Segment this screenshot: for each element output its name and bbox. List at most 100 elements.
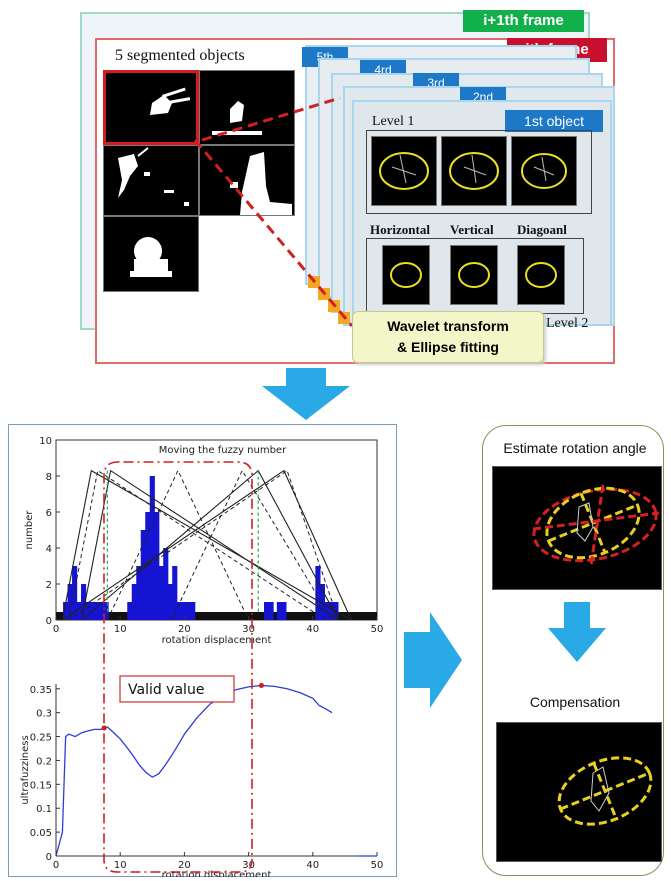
horizontal-label: Horizontal bbox=[370, 222, 430, 237]
histogram-bar bbox=[131, 584, 137, 620]
x-tick-label: 50 bbox=[371, 860, 384, 871]
chart-title: Moving the fuzzy number bbox=[159, 445, 287, 456]
level1-box bbox=[366, 130, 592, 214]
fuzzy-number-dashed bbox=[68, 469, 326, 621]
x-tick-label: 40 bbox=[306, 860, 319, 871]
baseline-strip bbox=[56, 612, 377, 620]
x-tick-label: 0 bbox=[53, 624, 59, 635]
histogram-bar bbox=[163, 548, 169, 620]
ultrafuzziness-line bbox=[55, 684, 333, 857]
histogram-bar bbox=[94, 602, 100, 620]
histogram-bar bbox=[63, 602, 69, 620]
y-tick-label: 0.3 bbox=[36, 709, 52, 720]
wavelet-line2: & Ellipse fitting bbox=[397, 339, 499, 355]
histogram-bar bbox=[328, 602, 334, 620]
histogram-bar bbox=[276, 602, 282, 620]
y-tick-label: 2 bbox=[46, 580, 52, 591]
fuzzy-number-dashed bbox=[171, 469, 333, 621]
histogram-bar bbox=[81, 584, 87, 620]
level1-thumb-3 bbox=[511, 136, 577, 206]
histogram-bar bbox=[149, 476, 155, 620]
histogram-bar bbox=[76, 602, 82, 620]
level2-thumb-2 bbox=[450, 245, 498, 305]
wavelet-box: Wavelet transform & Ellipse fitting bbox=[352, 311, 544, 363]
histogram-bar bbox=[315, 566, 321, 620]
histogram-bar bbox=[158, 566, 164, 620]
y-tick-label: 10 bbox=[39, 436, 52, 447]
histogram-bar bbox=[172, 566, 178, 620]
segmented-object-4 bbox=[199, 145, 295, 216]
flow-arrow-right bbox=[404, 612, 462, 708]
histogram-bar bbox=[67, 584, 73, 620]
histogram-bar bbox=[281, 602, 287, 620]
x-axis-label: rotation displacement bbox=[162, 635, 272, 646]
level1-label: Level 1 bbox=[372, 114, 415, 129]
fuzzy-number-dashed bbox=[106, 469, 250, 621]
level1-thumb-1 bbox=[371, 136, 437, 206]
fuzzy-number-solid bbox=[62, 469, 352, 621]
y-axis-label: number bbox=[24, 510, 35, 550]
diagonal-label: Diagoanl bbox=[517, 222, 567, 237]
histogram-bar bbox=[85, 602, 91, 620]
histogram-bar bbox=[185, 602, 191, 620]
next-frame-tag: i+1th frame bbox=[463, 10, 584, 32]
y-tick-label: 0.05 bbox=[30, 828, 52, 839]
histogram-bar bbox=[99, 602, 105, 620]
estimate-rotation-title: Estimate rotation angle bbox=[503, 440, 647, 456]
flow-arrow-down bbox=[262, 368, 350, 420]
histogram-bar bbox=[181, 602, 187, 620]
histogram-bar bbox=[127, 602, 133, 620]
x-tick-label: 50 bbox=[371, 624, 384, 635]
vertical-label: Vertical bbox=[450, 222, 494, 237]
fuzzy-number-solid bbox=[61, 469, 352, 621]
histogram-bar bbox=[190, 602, 196, 620]
flow-arrow-down-right bbox=[548, 602, 606, 662]
histogram-bar bbox=[72, 566, 78, 620]
x-tick-label: 10 bbox=[114, 860, 127, 871]
histogram-bar bbox=[176, 602, 182, 620]
histogram-bar bbox=[268, 602, 274, 620]
segmented-object-3 bbox=[103, 145, 199, 216]
y-tick-label: 0.1 bbox=[36, 804, 52, 815]
x-tick-label: 10 bbox=[114, 624, 127, 635]
level2-thumb-1 bbox=[382, 245, 430, 305]
y-tick-label: 0.2 bbox=[36, 756, 52, 767]
y-tick-label: 6 bbox=[46, 508, 52, 519]
ultrafuzziness-chart: 0 10 20 30 40 50 0 0.05 0.1 0.15 0.2 0.25 0.3 0.35 Val… bbox=[20, 675, 384, 877]
segmented-objects-grid bbox=[103, 70, 295, 292]
x-tick-label: 40 bbox=[306, 624, 319, 635]
compensation-image bbox=[496, 722, 662, 862]
compensation-title: Compensation bbox=[529, 694, 621, 710]
connector-lines bbox=[193, 96, 354, 327]
y-tick-label: 0.25 bbox=[30, 733, 52, 744]
x-tick-label: 0 bbox=[53, 860, 59, 871]
histogram-bar bbox=[154, 512, 160, 620]
first-object-tag: 1st object bbox=[505, 110, 603, 132]
y-tick-label: 0 bbox=[46, 616, 52, 627]
segmented-object-5 bbox=[103, 216, 199, 292]
x-tick-label: 20 bbox=[178, 624, 191, 635]
x-tick-label: 20 bbox=[178, 860, 191, 871]
histogram-bar bbox=[264, 602, 270, 620]
y-tick-label: 8 bbox=[46, 472, 52, 483]
level1-thumb-2 bbox=[441, 136, 507, 206]
y-tick-label: 0.35 bbox=[30, 685, 52, 696]
y-axis-label: ultrafuzziness bbox=[20, 735, 31, 804]
histogram-bar bbox=[145, 512, 151, 620]
y-tick-label: 0.15 bbox=[30, 780, 52, 791]
fuzzy-histogram-chart: 0 10 20 30 40 50 0 2 4 6 8 10 Moving the fuzzy numbe… bbox=[24, 436, 384, 646]
segmented-object-1 bbox=[103, 70, 199, 145]
histogram-bar bbox=[136, 566, 142, 620]
histogram-bar bbox=[167, 584, 173, 620]
histogram-bar bbox=[140, 530, 146, 620]
valid-value-box bbox=[119, 675, 235, 703]
valid-point-marker bbox=[258, 682, 265, 689]
segmented-object-2 bbox=[199, 70, 295, 145]
valid-value-label: Valid value bbox=[128, 682, 204, 698]
fuzzy-number-solid bbox=[81, 469, 339, 621]
level2-thumb-3 bbox=[517, 245, 565, 305]
x-tick-label: 30 bbox=[242, 624, 255, 635]
histogram-bar bbox=[103, 602, 109, 620]
y-tick-label: 0 bbox=[46, 852, 52, 863]
